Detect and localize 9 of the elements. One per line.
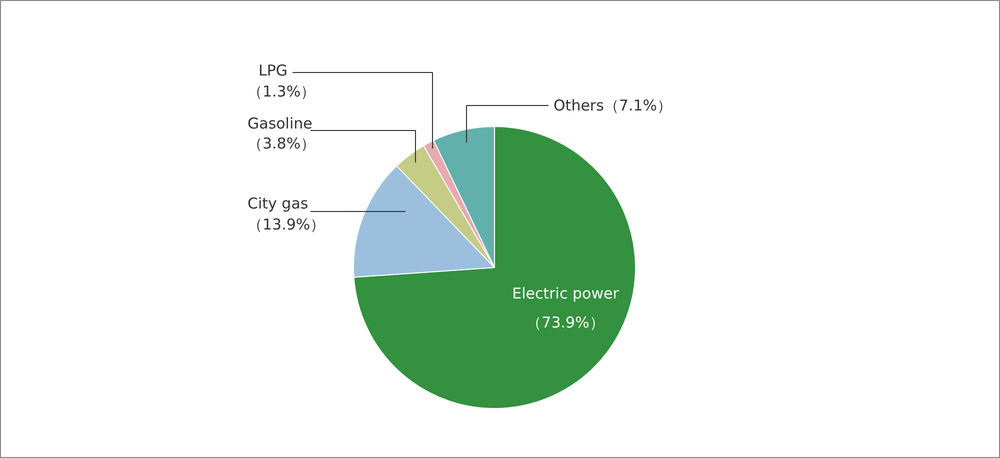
data-label: （73.9%） bbox=[526, 314, 604, 332]
slice-label: Others（7.1%） bbox=[554, 96, 672, 114]
slice-label: LPG bbox=[258, 62, 288, 80]
slice-label: Electric power bbox=[512, 284, 620, 302]
data-label: （3.8%） bbox=[248, 134, 316, 152]
slice-label: Gasoline bbox=[248, 114, 312, 132]
data-label: （13.9%） bbox=[248, 216, 326, 234]
data-label: （1.3%） bbox=[248, 82, 316, 100]
slice-label: City gas bbox=[248, 194, 308, 212]
